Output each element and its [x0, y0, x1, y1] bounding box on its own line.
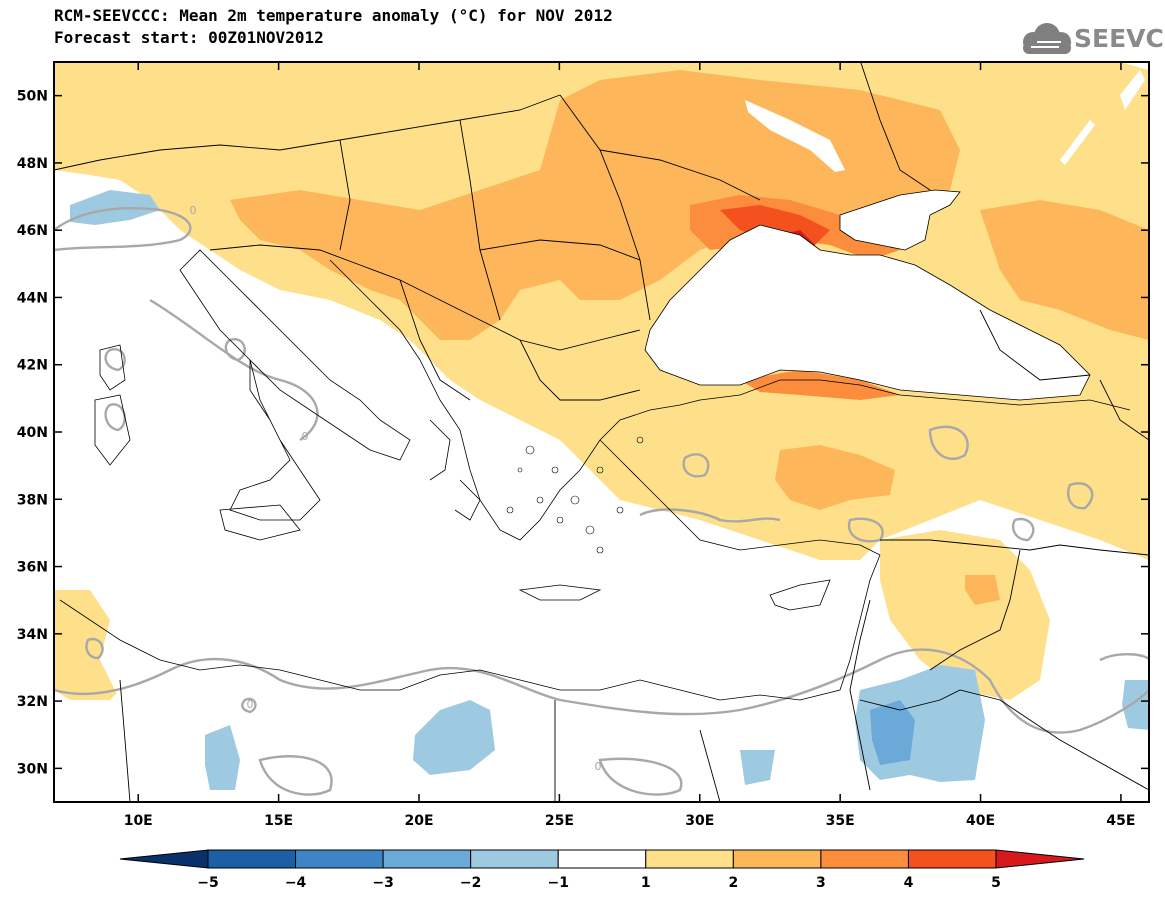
lat-label: 48N [17, 156, 48, 172]
colorbar-tick-label: −1 [547, 875, 568, 891]
contour-label: 0 [247, 698, 254, 711]
colorbar-segment [907, 849, 997, 869]
colorbar-tick-label: −2 [460, 875, 481, 891]
colorbar-segment [207, 849, 297, 869]
colorbar-segment [557, 849, 647, 869]
colorbar-tick-label: 4 [904, 875, 914, 891]
colorbar-tick-label: 1 [641, 875, 651, 891]
colorbar-segment [295, 849, 384, 869]
colorbar-left-arrow [119, 849, 209, 869]
colorbar-tick-label: 5 [991, 875, 1001, 891]
cloud-icon [1023, 23, 1071, 54]
lat-label: 34N [17, 627, 48, 643]
colorbar-segment [820, 849, 909, 869]
lat-label: 36N [17, 560, 48, 576]
map-title: RCM-SEEVCCC: Mean 2m temperature anomaly… [54, 6, 613, 25]
colorbar-segment [470, 849, 559, 869]
contour-label: 0 [190, 204, 197, 217]
lon-label: 40E [966, 813, 995, 829]
lon-label: 10E [124, 813, 153, 829]
colorbar-right-arrow [995, 849, 1085, 869]
longitude-axis: 10E 15E 20E 25E 30E 35E 40E 45E [124, 62, 1135, 829]
lat-label: 32N [17, 694, 48, 710]
lat-label: 50N [17, 89, 48, 105]
lon-label: 45E [1106, 813, 1135, 829]
contour-label: 0 [595, 760, 602, 773]
colorbar-tick-label: −5 [197, 875, 218, 891]
lat-label: 46N [17, 223, 48, 239]
colorbar: −5 −4 −3 −2 −1 1 2 3 4 5 [119, 849, 1085, 891]
lat-label: 42N [17, 358, 48, 374]
lat-label: 38N [17, 492, 48, 508]
lat-label: 40N [17, 425, 48, 441]
contour-label: 0 [302, 430, 309, 443]
colorbar-tick-label: 2 [728, 875, 738, 891]
lon-label: 15E [264, 813, 293, 829]
lon-label: 25E [545, 813, 574, 829]
lon-label: 20E [404, 813, 433, 829]
colorbar-tick-label: 3 [816, 875, 826, 891]
forecast-start-label: Forecast start: 00Z01NOV2012 [54, 28, 324, 47]
latitude-axis: 50N 48N 46N 44N 42N 40N 38N 36N 34N 32N 30N [17, 89, 1149, 777]
colorbar-segment [732, 849, 822, 869]
colorbar-segment [382, 849, 472, 869]
lat-label: 30N [17, 761, 48, 777]
colorbar-tick-label: −3 [372, 875, 393, 891]
lat-label: 44N [17, 290, 48, 306]
seevccc-logo-text: SEEVCCC [1074, 24, 1165, 53]
lon-label: 35E [826, 813, 855, 829]
anomaly-fill [54, 62, 1149, 802]
lon-label: 30E [685, 813, 714, 829]
contour-labels: 0 0 0 0 [190, 204, 602, 773]
colorbar-tick-label: −4 [285, 875, 307, 891]
colorbar-segment [645, 849, 734, 869]
